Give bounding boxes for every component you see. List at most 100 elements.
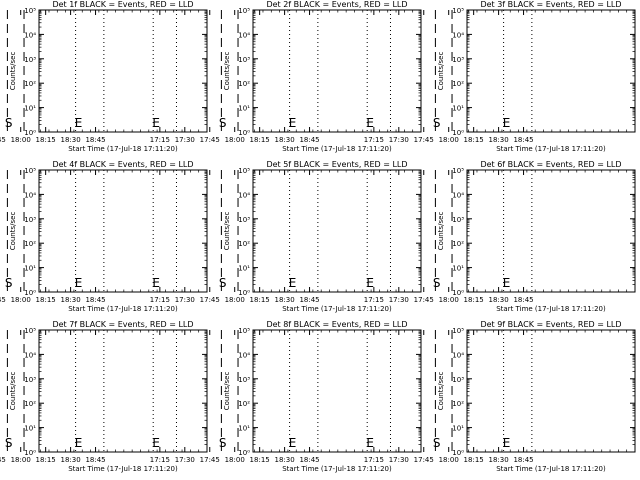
y-tick-label: 10⁴ bbox=[238, 31, 250, 39]
detector-panel-2: Det 2f BLACK = Events, RED = LLD 10⁰ 10¹ 10… bbox=[150, 0, 422, 153]
x-tick-label: 17:45 bbox=[414, 136, 434, 144]
y-tick-label: 10⁰ bbox=[452, 129, 464, 137]
y-tick-label: 10⁴ bbox=[24, 191, 36, 199]
x-tick-label: 18:30 bbox=[275, 136, 295, 144]
plot-frame bbox=[38, 169, 208, 293]
x-axis-label: Start Time (17-Jul-18 17:11:20) bbox=[68, 465, 178, 473]
y-tick-label: 10⁰ bbox=[452, 289, 464, 297]
x-tick-label: 18:15 bbox=[250, 296, 270, 304]
end-marker-label: E bbox=[75, 436, 83, 450]
start-marker-label: S bbox=[219, 436, 227, 450]
plot-frame bbox=[252, 9, 422, 133]
x-tick-label: 17:15 bbox=[364, 136, 384, 144]
x-tick-label: 18:45 bbox=[513, 136, 533, 144]
x-tick-label: 18:15 bbox=[250, 136, 270, 144]
y-tick-label: 10⁵ bbox=[24, 327, 36, 335]
start-marker-label: S bbox=[433, 436, 441, 450]
detector-panel-5: Det 5f BLACK = Events, RED = LLD 10⁰ 10¹ 10… bbox=[150, 160, 422, 313]
detector-panel-7: Det 7f BLACK = Events, RED = LLD 10⁰ 10¹ 10… bbox=[0, 320, 208, 473]
x-tick-label: 18:15 bbox=[36, 456, 56, 464]
y-tick-label: 10⁰ bbox=[452, 449, 464, 457]
x-tick-label: 17:15 bbox=[150, 456, 170, 464]
y-axis-label: Counts/sec bbox=[9, 372, 17, 411]
y-tick-label: 10³ bbox=[238, 56, 250, 64]
x-tick-label: 17:45 bbox=[200, 456, 220, 464]
x-tick-label: 18:00 bbox=[225, 136, 245, 144]
panel-title: Det 7f BLACK = Events, RED = LLD bbox=[52, 320, 193, 329]
x-tick-label: 17:30 bbox=[389, 456, 409, 464]
x-tick-label: 18:45 bbox=[85, 136, 105, 144]
end-marker-label: E bbox=[503, 116, 511, 130]
x-tick-label: 18:00 bbox=[11, 136, 31, 144]
panel-title: Det 4f BLACK = Events, RED = LLD bbox=[52, 160, 193, 169]
y-tick-label: 10⁰ bbox=[238, 129, 250, 137]
y-tick-label: 10¹ bbox=[238, 425, 250, 433]
x-tick-label: 18:00 bbox=[439, 136, 459, 144]
end-marker-label: E bbox=[152, 436, 160, 450]
x-tick-label: 18:30 bbox=[61, 136, 81, 144]
x-tick-label: 18:30 bbox=[61, 296, 81, 304]
y-tick-label: 10⁰ bbox=[24, 449, 36, 457]
end-marker-label: E bbox=[366, 116, 374, 130]
x-axis-label: Start Time (17-Jul-18 17:11:20) bbox=[496, 145, 606, 153]
x-tick-label: 17:45 bbox=[200, 296, 220, 304]
x-tick-label: 18:15 bbox=[464, 456, 484, 464]
y-tick-label: 10² bbox=[24, 240, 36, 248]
panel-title: Det 2f BLACK = Events, RED = LLD bbox=[266, 0, 407, 9]
x-tick-label: 17:15 bbox=[150, 296, 170, 304]
x-tick-label: 18:00 bbox=[225, 456, 245, 464]
end-marker-label: E bbox=[289, 276, 297, 290]
x-axis-label: Start Time (17-Jul-18 17:11:20) bbox=[282, 145, 392, 153]
y-tick-label: 10¹ bbox=[452, 425, 464, 433]
y-axis-label: Counts/sec bbox=[9, 212, 17, 251]
x-axis-label: Start Time (17-Jul-18 17:11:20) bbox=[282, 305, 392, 313]
x-tick-label: 17:45 bbox=[414, 296, 434, 304]
x-tick-label: 18:15 bbox=[36, 136, 56, 144]
start-marker-label: S bbox=[219, 116, 227, 130]
end-marker-label: E bbox=[366, 276, 374, 290]
y-axis-label: Counts/sec bbox=[223, 372, 231, 411]
x-tick-label: 18:30 bbox=[275, 296, 295, 304]
x-tick-label: 18:45 bbox=[85, 296, 105, 304]
y-tick-label: 10⁴ bbox=[238, 351, 250, 359]
x-tick-label: 17:45 bbox=[414, 456, 434, 464]
x-axis-label: Start Time (17-Jul-18 17:11:20) bbox=[496, 305, 606, 313]
y-tick-label: 10⁰ bbox=[24, 289, 36, 297]
y-tick-label: 10⁵ bbox=[238, 167, 250, 175]
x-tick-label: 17:15 bbox=[150, 136, 170, 144]
x-tick-label: 17:30 bbox=[175, 136, 195, 144]
y-tick-label: 10² bbox=[452, 80, 464, 88]
y-tick-label: 10² bbox=[238, 80, 250, 88]
x-tick-label: 18:45 bbox=[513, 296, 533, 304]
y-tick-label: 10³ bbox=[452, 216, 464, 224]
y-tick-label: 10² bbox=[238, 240, 250, 248]
end-marker-label: E bbox=[289, 436, 297, 450]
y-tick-label: 10⁵ bbox=[24, 167, 36, 175]
y-tick-label: 10⁵ bbox=[238, 7, 250, 15]
x-tick-label: 18:15 bbox=[464, 136, 484, 144]
panel-title: Det 8f BLACK = Events, RED = LLD bbox=[266, 320, 407, 329]
y-tick-label: 10⁰ bbox=[238, 289, 250, 297]
end-marker-label: E bbox=[75, 116, 83, 130]
x-tick-label: 18:30 bbox=[489, 136, 509, 144]
y-tick-label: 10⁵ bbox=[238, 327, 250, 335]
x-axis-label: Start Time (17-Jul-18 17:11:20) bbox=[68, 145, 178, 153]
plot-frame bbox=[252, 169, 422, 293]
panel-title: Det 6f BLACK = Events, RED = LLD bbox=[480, 160, 621, 169]
y-tick-label: 10⁵ bbox=[452, 327, 464, 335]
detector-panel-4: Det 4f BLACK = Events, RED = LLD 10⁰ 10¹ 10… bbox=[0, 160, 208, 313]
end-marker-label: E bbox=[152, 276, 160, 290]
end-marker-label: E bbox=[75, 276, 83, 290]
x-tick-label: 17:45 bbox=[0, 456, 6, 464]
detector-panel-3: Det 3f BLACK = Events, RED = LLD 10⁰ 10¹ 10… bbox=[364, 0, 636, 153]
x-tick-label: 18:00 bbox=[439, 296, 459, 304]
end-marker-label: E bbox=[152, 116, 160, 130]
y-axis-label: Counts/sec bbox=[437, 52, 445, 91]
y-tick-label: 10⁴ bbox=[24, 31, 36, 39]
start-marker-label: S bbox=[5, 116, 13, 130]
y-tick-label: 10⁴ bbox=[24, 351, 36, 359]
start-marker-label: S bbox=[433, 276, 441, 290]
x-tick-label: 17:30 bbox=[175, 456, 195, 464]
x-tick-label: 18:15 bbox=[36, 296, 56, 304]
